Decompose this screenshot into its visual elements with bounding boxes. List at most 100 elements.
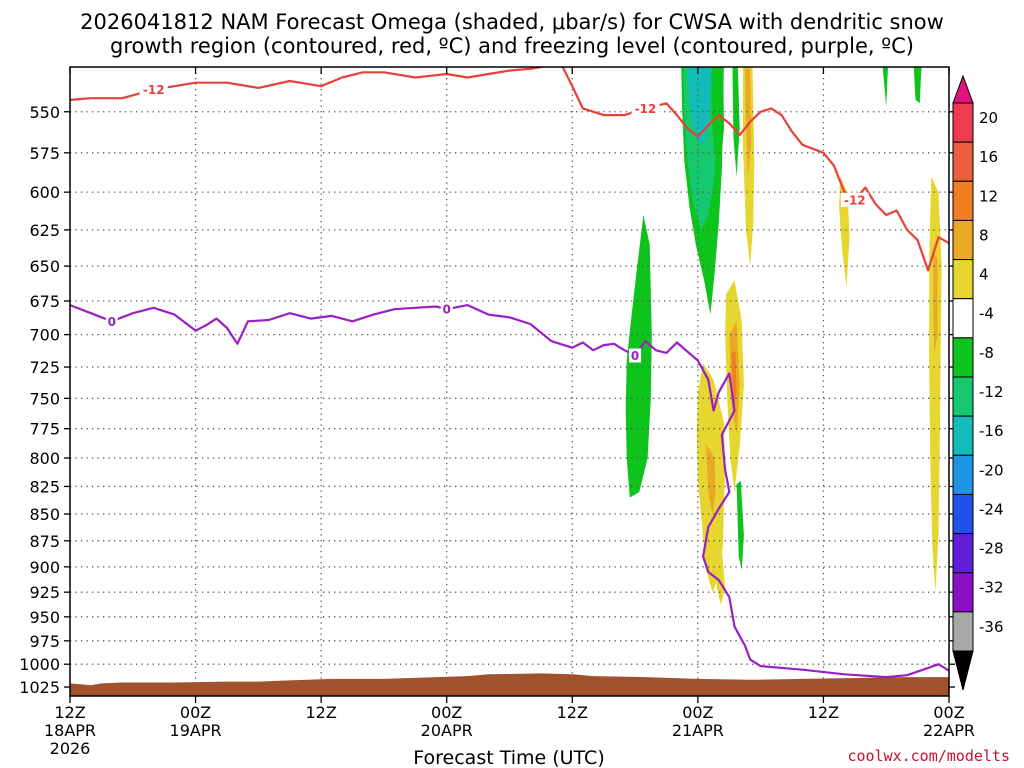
colorbar-label-3: 8 <box>979 226 989 244</box>
colorbar-top-arrow <box>952 74 974 104</box>
colorbar-bottom-arrow <box>952 650 974 691</box>
contours: -12 -12 -12 0 0 0 <box>70 67 949 679</box>
terrain-fill <box>70 673 949 696</box>
y-tick-label-900: 900 <box>29 558 60 577</box>
y-tick-label-625: 625 <box>29 221 60 240</box>
colorbar-label-5: -4 <box>979 305 994 323</box>
dgz-contour-label-bg-1 <box>631 101 660 116</box>
y-tick-label-800: 800 <box>29 449 60 468</box>
omega-region-19 <box>933 251 938 355</box>
colorbar-swatch-6 <box>952 337 974 378</box>
colorbar-swatch-10 <box>952 493 974 535</box>
colorbar-label-1: 16 <box>979 148 998 166</box>
y-tick-label-875: 875 <box>29 532 60 551</box>
y-tick-label-700: 700 <box>29 326 60 345</box>
colorbar-swatch-5 <box>952 298 974 339</box>
x-tick-date-84: 22APR <box>923 721 975 740</box>
y-tick-label-975: 975 <box>29 632 60 651</box>
omega-region-10 <box>706 444 716 514</box>
dgz-contour-label-bg-2 <box>840 192 869 207</box>
colorbar-label-13: -36 <box>979 618 1004 636</box>
y-tick-label-850: 850 <box>29 505 60 524</box>
colorbar-swatch-7 <box>952 376 974 417</box>
y-tick-label-650: 650 <box>29 257 60 276</box>
omega-region-6 <box>736 480 744 570</box>
omega-region-7 <box>913 67 922 104</box>
x-tick-label-60: 00Z <box>682 703 713 722</box>
colorbar-swatch-12 <box>952 572 974 613</box>
colorbar-swatch-4 <box>952 259 974 300</box>
freezing-contour-label-0: 0 <box>108 315 116 329</box>
y-tick-label-925: 925 <box>29 583 60 602</box>
y-axis: 550 575 600 625 650 675 700 725 750 775 800 825 850 8… <box>19 103 955 697</box>
y-tick-label-1000: 1000 <box>19 655 60 674</box>
colorbar-swatch-11 <box>952 533 974 574</box>
colorbar-swatch-1 <box>952 141 974 182</box>
omega-shading <box>625 67 942 606</box>
omega-region-14 <box>731 350 737 411</box>
y-tick-label-675: 675 <box>29 292 60 311</box>
colorbar-label-2: 12 <box>979 187 998 205</box>
omega-region-3 <box>687 67 712 145</box>
dgz-contour-label-bg-0 <box>139 82 168 97</box>
x-tick-label-84: 00Z <box>933 703 964 722</box>
plot-frame <box>69 66 950 697</box>
x-tick-label-0: 12Z <box>54 703 85 722</box>
grid <box>70 67 949 696</box>
y-tick-label-725: 725 <box>29 358 60 377</box>
y-tick-label-1025: 1025 <box>19 678 60 697</box>
omega-region-18 <box>929 176 942 593</box>
x-tick-label-12: 00Z <box>180 703 211 722</box>
x-tick-date-36: 20APR <box>421 721 473 740</box>
colorbar: 20 16 12 8 4 -4 -8 -12 -16 -20 -24 -28 -32 -36 <box>952 74 1004 691</box>
freezing-contour-label-bg-0 <box>105 314 118 329</box>
freezing-contour-label-2: 0 <box>631 349 639 363</box>
y-tick-label-950: 950 <box>29 608 60 627</box>
omega-region-16 <box>744 68 752 177</box>
chart-title-line2: growth region (contoured, red, ºC) and f… <box>110 34 914 58</box>
x-tick-label-24: 12Z <box>305 703 336 722</box>
dgz-contour-label-0: -12 <box>143 83 165 97</box>
colorbar-label-11: -28 <box>979 540 1004 558</box>
y-tick-label-825: 825 <box>29 477 60 496</box>
x-tick-date-12: 19APR <box>170 721 222 740</box>
colorbar-swatch-8 <box>952 415 974 456</box>
y-tick-label-775: 775 <box>29 420 60 439</box>
dgz-contour-label-1: -12 <box>635 102 657 116</box>
colorbar-label-4: 4 <box>979 266 989 284</box>
omega-region-5 <box>732 67 740 177</box>
chart-title-line1: 2026041812 NAM Forecast Omega (shaded, μ… <box>80 10 944 34</box>
colorbar-swatch-0 <box>952 102 974 143</box>
freezing-contour-label-bg-2 <box>629 348 642 363</box>
colorbar-swatch-2 <box>952 180 974 221</box>
x-tick-year-0: 2026 <box>50 739 91 758</box>
plot-area <box>70 67 949 696</box>
dgz-contour-label-2: -12 <box>844 193 866 207</box>
freezing-contour-label-bg-1 <box>440 302 453 317</box>
colorbar-swatch-3 <box>952 219 974 261</box>
colorbar-label-0: 20 <box>979 109 998 127</box>
colorbar-label-8: -16 <box>979 422 1004 440</box>
terrain <box>70 673 949 696</box>
omega-region-4 <box>711 67 724 161</box>
freezing-contour-line <box>70 304 949 679</box>
y-tick-label-600: 600 <box>29 183 60 202</box>
colorbar-label-7: -12 <box>979 383 1004 401</box>
freezing-contour-label-1: 0 <box>443 303 451 317</box>
colorbar-swatch-9 <box>952 454 974 495</box>
credit-text: coolwx.com/modelts <box>847 747 1010 765</box>
colorbar-label-12: -32 <box>979 579 1004 597</box>
omega-region-8 <box>882 67 888 107</box>
y-tick-label-550: 550 <box>29 103 60 122</box>
x-tick-label-48: 12Z <box>557 703 588 722</box>
y-tick-label-575: 575 <box>29 144 60 163</box>
x-tick-label-72: 12Z <box>808 703 839 722</box>
colorbar-label-10: -24 <box>979 500 1004 518</box>
x-tick-label-36: 00Z <box>431 703 462 722</box>
y-tick-label-750: 750 <box>29 389 60 408</box>
x-tick-date-0: 18APR <box>44 721 96 740</box>
x-tick-date-60: 21APR <box>672 721 724 740</box>
omega-region-11 <box>714 551 726 606</box>
